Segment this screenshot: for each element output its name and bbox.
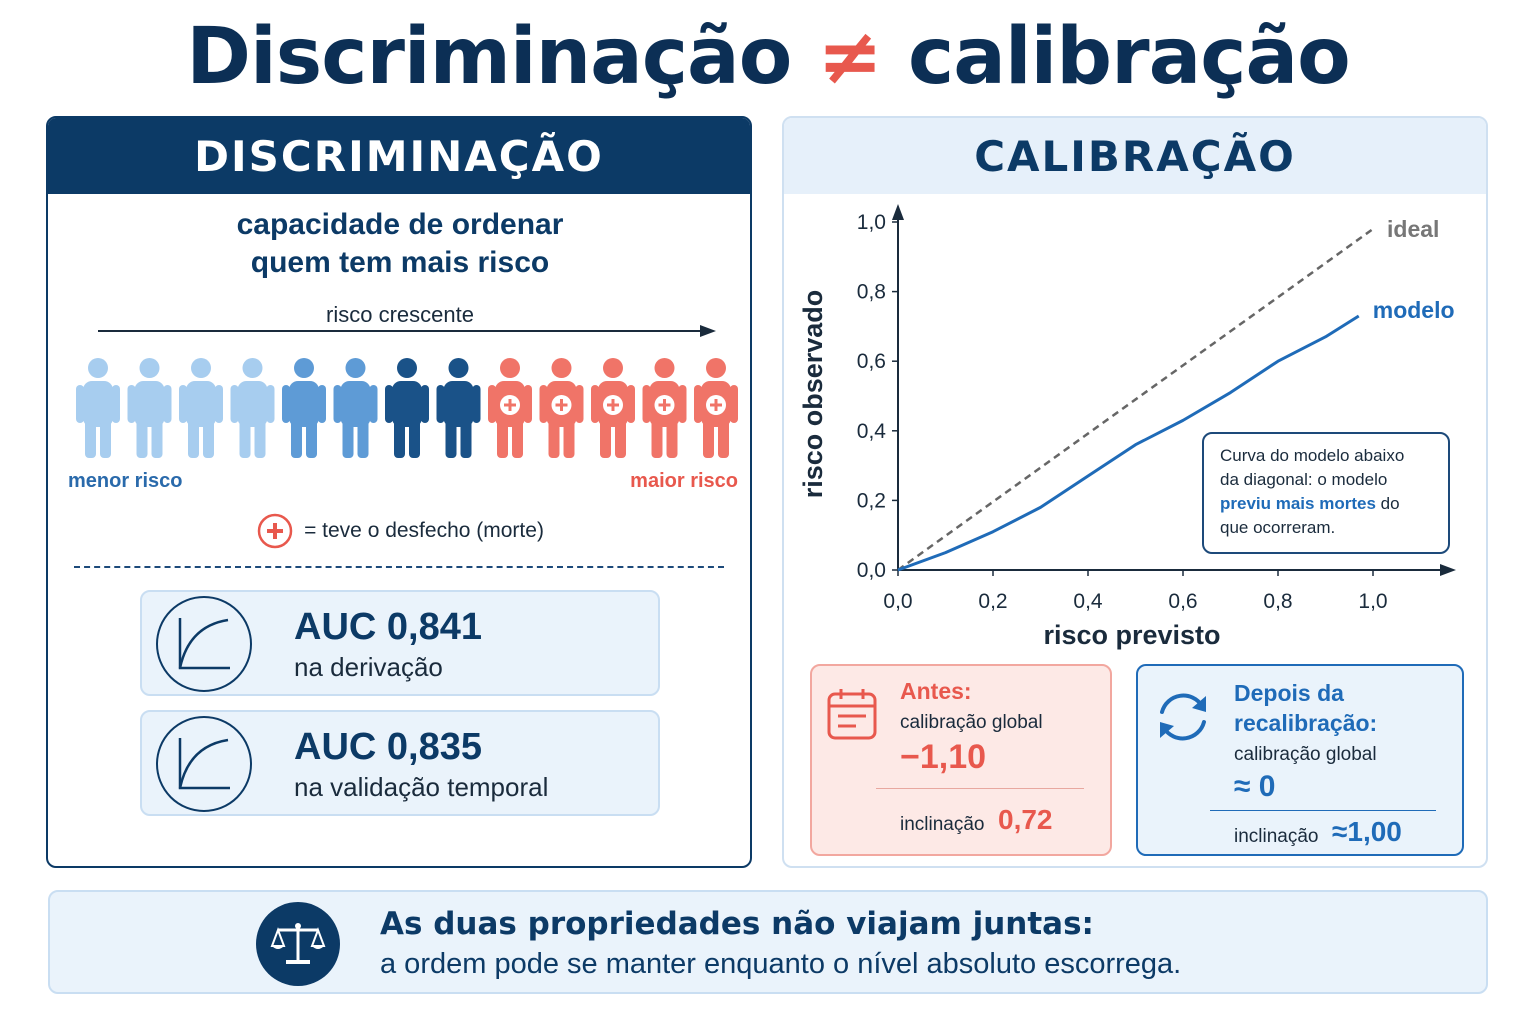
calibration-panel: CALIBRAÇÃO 0,0 0,2 0,4 0,6 0,8 1,0 0,0 0,2 0,4 0,… [782, 116, 1488, 868]
series-label-ideal: ideal [1387, 216, 1439, 242]
series-line-modelo [897, 314, 1360, 572]
y-tick-label: 1,0 [857, 211, 886, 234]
before-slope-label: inclinação [900, 814, 985, 835]
y-tick-label: 0,4 [857, 420, 887, 443]
high-risk-label: maior risco [630, 470, 738, 492]
y-tick-label: 0,0 [857, 559, 886, 582]
person-icon-outcome [642, 358, 687, 458]
auc-value: AUC 0,835 [294, 726, 482, 768]
people-row [76, 325, 738, 458]
auc-label: na derivação [294, 652, 443, 682]
discrimination-subtitle: capacidade de ordenar quem tem mais risc… [48, 206, 750, 282]
before-slope-value: 0,72 [998, 804, 1053, 835]
after-title-line-1: Depois da [1234, 680, 1344, 706]
title-right: calibração [907, 12, 1351, 102]
main-title: Discriminação ≠ calibração [0, 12, 1536, 102]
bottom-subline: a ordem pode se manter enquanto o nível … [380, 948, 1182, 980]
x-axis-label: risco previsto [1043, 620, 1220, 650]
note-line-4: que ocorreram. [1220, 518, 1336, 537]
y-tick-label: 0,8 [857, 281, 886, 304]
calibration-note: Curva do modelo abaixo da diagonal: o mo… [1202, 432, 1450, 554]
auc-card-derivation: AUC 0,841 na derivação [140, 590, 660, 696]
after-divider [1210, 810, 1436, 811]
person-icon [333, 358, 378, 458]
series-line-ideal [897, 227, 1374, 572]
refresh-icon [1160, 693, 1206, 741]
outcome-legend: = teve o desfecho (morte) [48, 512, 750, 550]
x-tick-label: 0,2 [978, 590, 1007, 613]
discrimination-header: DISCRIMINAÇÃO [48, 118, 750, 194]
after-slope-value: ≈1,00 [1332, 816, 1402, 847]
auc-value: AUC 0,841 [294, 606, 482, 648]
subtitle-line-1: capacidade de ordenar [236, 208, 564, 241]
x-tick-label: 0,0 [883, 590, 912, 613]
note-line-3-rest: do [1375, 494, 1400, 513]
outcome-plus-icon [257, 513, 293, 549]
calibration-header: CALIBRAÇÃO [784, 118, 1486, 194]
title-left: Discriminação [186, 12, 792, 102]
before-global-label: calibração global [900, 712, 1043, 733]
person-icon-outcome [694, 358, 738, 458]
person-icon-outcome [591, 358, 635, 458]
x-tick-label: 0,4 [1073, 590, 1103, 613]
roc-curve-icon [156, 596, 252, 692]
subtitle-line-2: quem tem mais risco [250, 246, 550, 279]
note-line-3: previu mais mortes do [1220, 492, 1436, 516]
balance-scale-icon [256, 902, 340, 986]
calibration-chart: 0,0 0,2 0,4 0,6 0,8 1,0 0,0 0,2 0,4 0,6 0,8 1,0 risc… [798, 204, 1456, 650]
calendar-icon [827, 689, 877, 740]
person-icon [230, 358, 275, 458]
person-icon [282, 358, 326, 458]
before-title: Antes: [900, 678, 972, 704]
outcome-legend-text: = teve o desfecho (morte) [304, 519, 544, 542]
y-tick-label: 0,6 [857, 350, 886, 373]
x-tick-label: 0,6 [1168, 590, 1197, 613]
note-line-1: Curva do modelo abaixo [1220, 446, 1405, 465]
y-axis-arrow [892, 204, 904, 220]
person-icon [127, 358, 172, 458]
x-axis-arrow [1440, 564, 1456, 576]
auc-label: na validação temporal [294, 772, 549, 802]
dashed-divider [74, 566, 724, 568]
before-global-value: −1,10 [900, 738, 987, 776]
auc-card-temporal: AUC 0,835 na validação temporal [140, 710, 660, 816]
person-icon-outcome [539, 358, 584, 458]
x-tick-label: 0,8 [1263, 590, 1292, 613]
after-title-line-2: recalibração: [1234, 710, 1378, 736]
person-icon-outcome [488, 358, 532, 458]
roc-curve-icon [156, 716, 252, 812]
note-line-2: da diagonal: o modelo [1220, 470, 1388, 489]
discrimination-panel: DISCRIMINAÇÃO capacidade de ordenar quem… [46, 116, 752, 868]
person-icon [179, 358, 223, 458]
after-title: Depois da recalibração: [1234, 678, 1377, 738]
series-label-modelo: modelo [1373, 297, 1455, 323]
risk-arrow-head [700, 325, 716, 337]
bottom-banner: As duas propriedades não viajam juntas: … [48, 890, 1488, 994]
person-icon [76, 358, 120, 458]
low-risk-label: menor risco [68, 470, 183, 492]
x-tick-label: 1,0 [1358, 590, 1387, 613]
after-global-label: calibração global [1234, 744, 1377, 765]
after-recalibration-box: Depois da recalibração: calibração globa… [1136, 664, 1464, 856]
y-tick-label: 0,2 [857, 489, 886, 512]
risk-arrow-label: risco crescente [326, 302, 474, 327]
note-highlight: previu mais mortes [1220, 494, 1376, 513]
person-icon [385, 358, 429, 458]
bottom-headline: As duas propriedades não viajam juntas: [380, 906, 1094, 942]
before-divider [876, 788, 1084, 789]
after-slope-label: inclinação [1234, 826, 1319, 847]
person-icon [436, 358, 481, 458]
after-global-value: ≈ 0 [1234, 770, 1276, 803]
before-recalibration-box: Antes: calibração global −1,10 inclinaçã… [810, 664, 1112, 856]
y-axis-label: risco observado [798, 290, 828, 499]
not-equal-symbol: ≠ [817, 12, 882, 102]
